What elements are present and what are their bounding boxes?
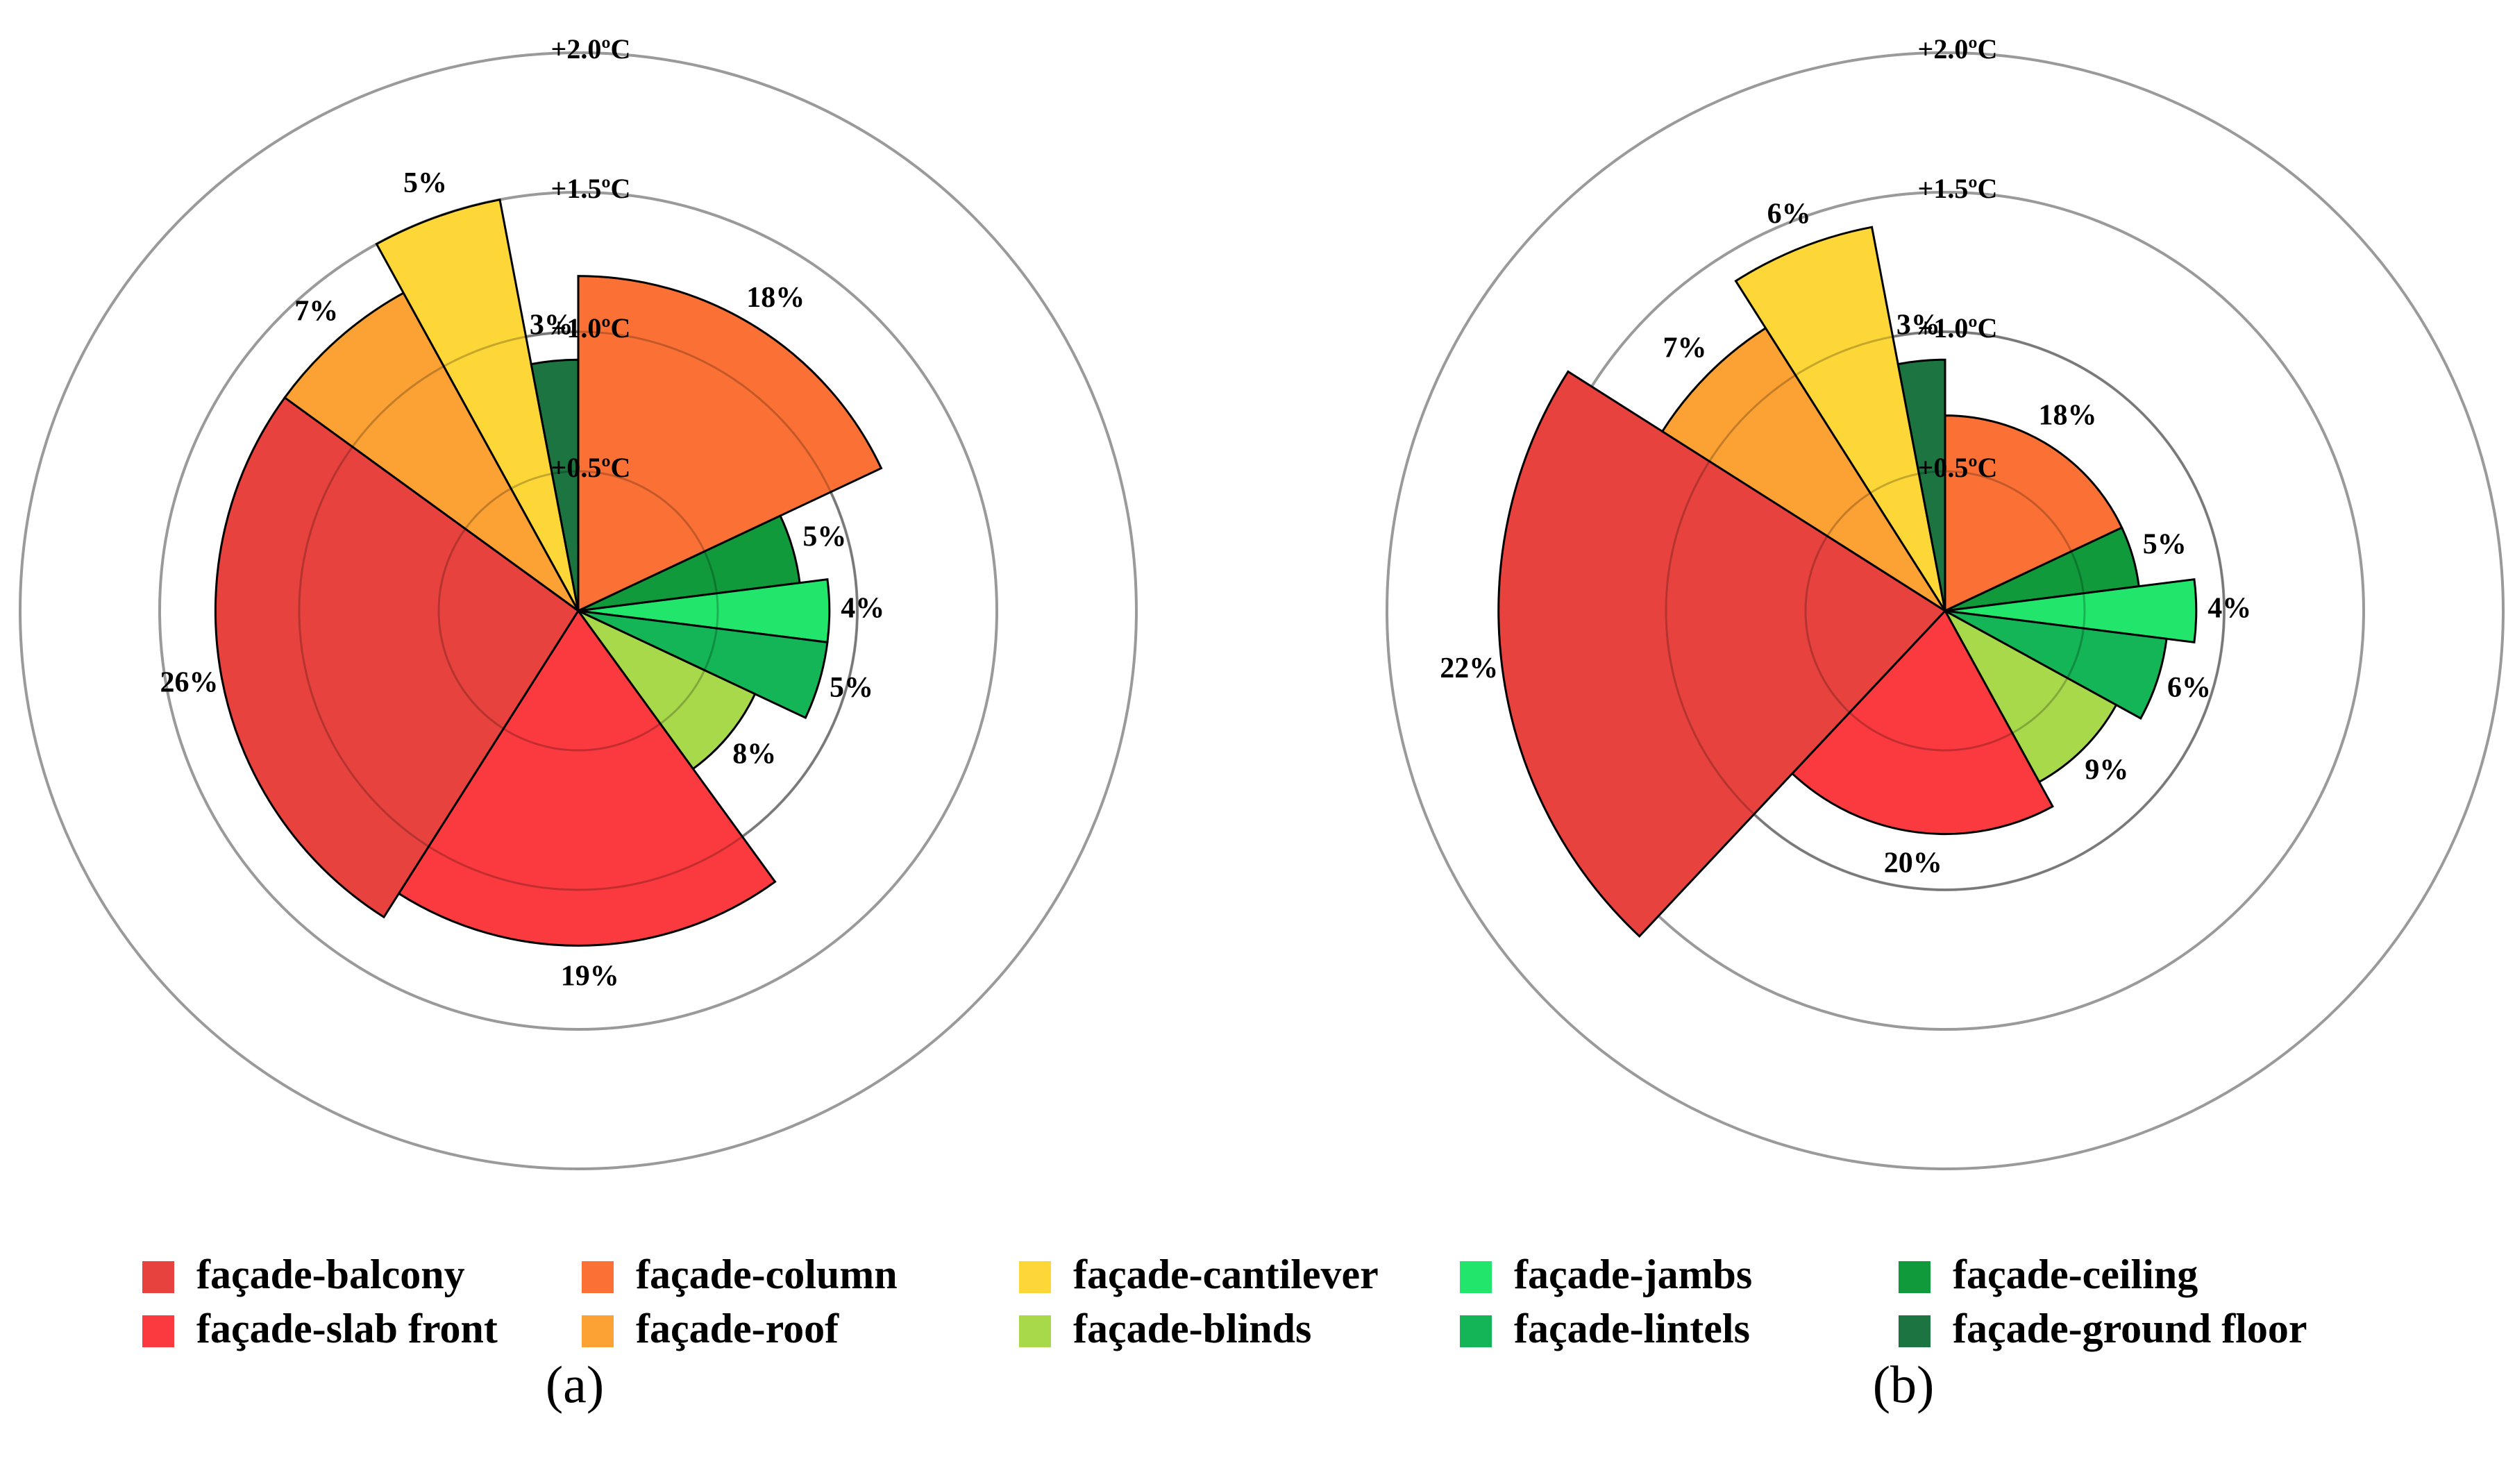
pct-label-facade-slab-front: 20% [1884,847,1942,879]
legend-label-facade-jambs: façade-jambs [1514,1251,1752,1297]
legend-label-facade-cantilever: façade-cantilever [1073,1251,1379,1297]
slice-facade-blinds [1942,608,2118,784]
slice-facade-column [1944,414,2123,613]
legend-swatch-facade-balcony [142,1261,174,1293]
pct-label-facade-ceiling: 5% [802,521,846,553]
slice-facade-balcony [214,396,580,919]
slice-facade-jambs [1944,577,2198,644]
ring-label-1-5: +1.5ºC [1918,173,1998,204]
legend-item-facade-ground-floor: façade-ground floor [1899,1306,2307,1351]
legend-item-facade-blinds: façade-blinds [1019,1306,1311,1351]
slice-facade-blinds [577,609,757,770]
legend-swatch-facade-ceiling [1899,1261,1931,1293]
pct-label-facade-column: 18% [746,282,805,314]
panel-label-a: (a) [546,1356,604,1414]
pct-label-facade-ground-floor: 3% [1896,310,1940,342]
legend-label-facade-ceiling: façade-ceiling [1953,1251,2198,1297]
slice-facade-roof [283,292,580,612]
pct-label-facade-cantilever: 6% [1767,199,1811,230]
legend: façade-balcony façade-slab front façade-co… [142,1251,2307,1351]
pct-label-facade-lintels: 5% [830,672,873,704]
pct-label-facade-jambs: 4% [2207,593,2251,625]
legend-label-facade-balcony: façade-balcony [196,1251,465,1297]
pct-label-facade-roof: 7% [1663,332,1707,364]
pct-label-facade-ground-floor: 3% [530,310,573,342]
legend-label-facade-ground-floor: façade-ground floor [1953,1306,2307,1351]
slice-facade-column [577,275,883,613]
legend-swatch-facade-roof [582,1315,614,1347]
pct-label-facade-jambs: 4% [841,593,884,625]
slice-facade-roof [1660,326,1946,612]
legend-item-facade-roof: façade-roof [582,1306,839,1351]
pct-label-facade-column: 18% [2039,400,2097,432]
pct-label-facade-blinds: 8% [732,739,776,770]
pct-label-facade-lintels: 6% [2167,672,2211,704]
legend-item-facade-column: façade-column [582,1251,898,1297]
ring-label-1: +1.0ºC [551,312,631,344]
ring-label-1-5: +1.5ºC [551,173,631,204]
legend-swatch-facade-column [582,1261,614,1293]
legend-swatch-facade-lintels [1460,1315,1492,1347]
legend-swatch-facade-ground-floor [1899,1315,1931,1347]
slice-facade-slab-front [1790,609,2054,836]
legend-swatch-facade-jambs [1460,1261,1492,1293]
legend-label-facade-column: façade-column [636,1251,898,1297]
inner-grid-ring-0-5 [1804,470,2086,752]
slice-facade-slab-front [397,609,777,947]
ring-label-1: +1.0ºC [1918,312,1998,344]
ring-label-0-5: +0.5ºC [551,452,631,483]
legend-label-facade-slab-front: façade-slab front [196,1306,498,1351]
panel-label-b: (b) [1873,1356,1935,1414]
slice-facade-cantilever [1734,226,1946,612]
polar-chart-a: 18% 5% 4% 5% 8% 19% 26% 7% 5% 3% +0.5ºC +1.0ºC +1.5º… [19,33,1138,1170]
legend-item-facade-ceiling: façade-ceiling [1899,1251,2198,1297]
legend-item-facade-lintels: façade-lintels [1460,1306,1750,1351]
pct-label-facade-blinds: 9% [2085,754,2128,786]
slice-facade-balcony [1497,370,1947,938]
polar-chart-b: 18% 5% 4% 6% 9% 20% 22% 7% 6% 3% +0.5ºC +1.0ºC +1.5º… [1386,33,2505,1170]
inner-grid-ring-0-5 [437,470,719,752]
ring-label-0-5: +0.5ºC [1918,452,1998,483]
pct-label-facade-cantilever: 5% [403,167,447,199]
legend-swatch-facade-slab-front [142,1315,174,1347]
legend-label-facade-lintels: façade-lintels [1514,1306,1750,1351]
inner-grid-ring-1 [298,330,859,891]
legend-swatch-facade-blinds [1019,1315,1051,1347]
legend-label-facade-blinds: façade-blinds [1073,1306,1311,1351]
ring-label-2: +2.0ºC [551,33,631,65]
legend-item-facade-balcony: façade-balcony [142,1251,465,1297]
legend-label-facade-roof: façade-roof [636,1306,839,1351]
legend-item-facade-slab-front: façade-slab front [142,1306,498,1351]
slice-facade-lintels [1944,609,2168,720]
inner-grid-ring-1 [1665,330,2226,891]
slice-facade-cantilever [375,198,580,612]
legend-item-facade-jambs: façade-jambs [1460,1251,1752,1297]
ring-label-2: +2.0ºC [1918,33,1998,65]
slice-facade-ground-floor [530,358,580,612]
pct-label-facade-roof: 7% [294,296,338,328]
grid-ring-2 [19,51,1138,1170]
grid-ring-2 [1386,51,2505,1170]
pct-label-facade-ceiling: 5% [2143,529,2187,561]
grid-ring-1-5 [158,191,998,1031]
slice-facade-lintels [578,609,829,720]
legend-swatch-facade-cantilever [1019,1261,1051,1293]
pct-label-facade-balcony: 26% [160,667,219,699]
pct-label-facade-balcony: 22% [1440,652,1498,684]
legend-item-facade-cantilever: façade-cantilever [1019,1251,1379,1297]
pct-label-facade-slab-front: 19% [561,961,619,993]
slice-facade-ground-floor [1896,358,1946,612]
